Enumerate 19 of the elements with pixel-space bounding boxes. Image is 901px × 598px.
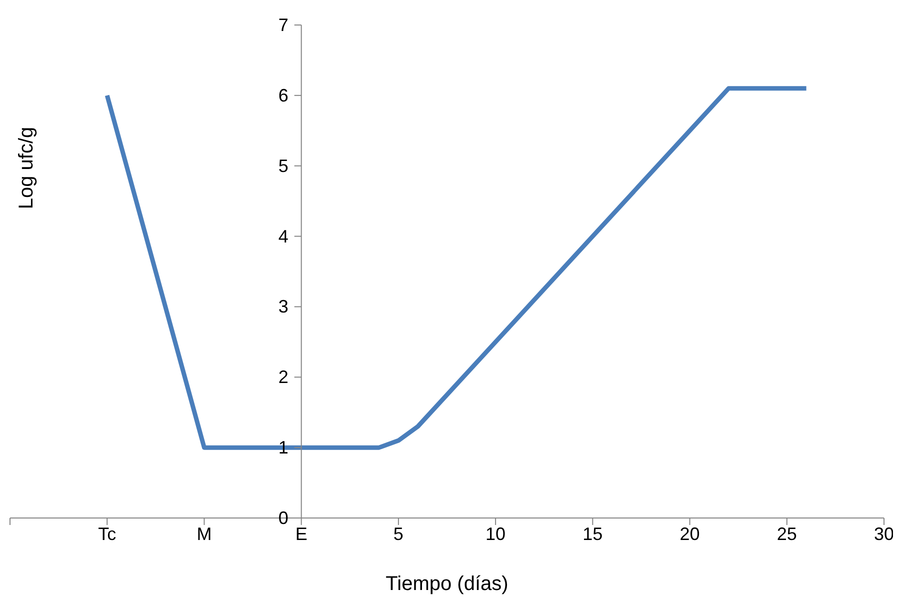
x-tick-label: 15 xyxy=(582,524,603,544)
x-axis-title: Tiempo (días) xyxy=(386,573,508,595)
x-tick-label: 30 xyxy=(874,524,894,544)
x-tick-label: 10 xyxy=(486,524,506,544)
y-tick-label: 0 xyxy=(278,508,288,528)
x-tick-label: 20 xyxy=(680,524,700,544)
y-tick-label: 1 xyxy=(278,438,288,458)
y-tick-label: 7 xyxy=(278,15,288,35)
x-tick-label: 5 xyxy=(393,524,404,544)
y-tick-label: 4 xyxy=(278,226,288,246)
y-tick-label: 5 xyxy=(278,156,288,176)
y-tick-label: 2 xyxy=(278,367,288,388)
x-tick-label: Tc xyxy=(98,524,116,544)
y-axis-title: Log ufc/g xyxy=(16,126,38,210)
x-tick-label: E xyxy=(295,524,308,544)
x-tick-label: M xyxy=(196,524,212,544)
y-tick-label: 3 xyxy=(278,296,288,317)
x-tick-label: 25 xyxy=(776,524,797,544)
y-tick-label: 6 xyxy=(278,85,288,106)
